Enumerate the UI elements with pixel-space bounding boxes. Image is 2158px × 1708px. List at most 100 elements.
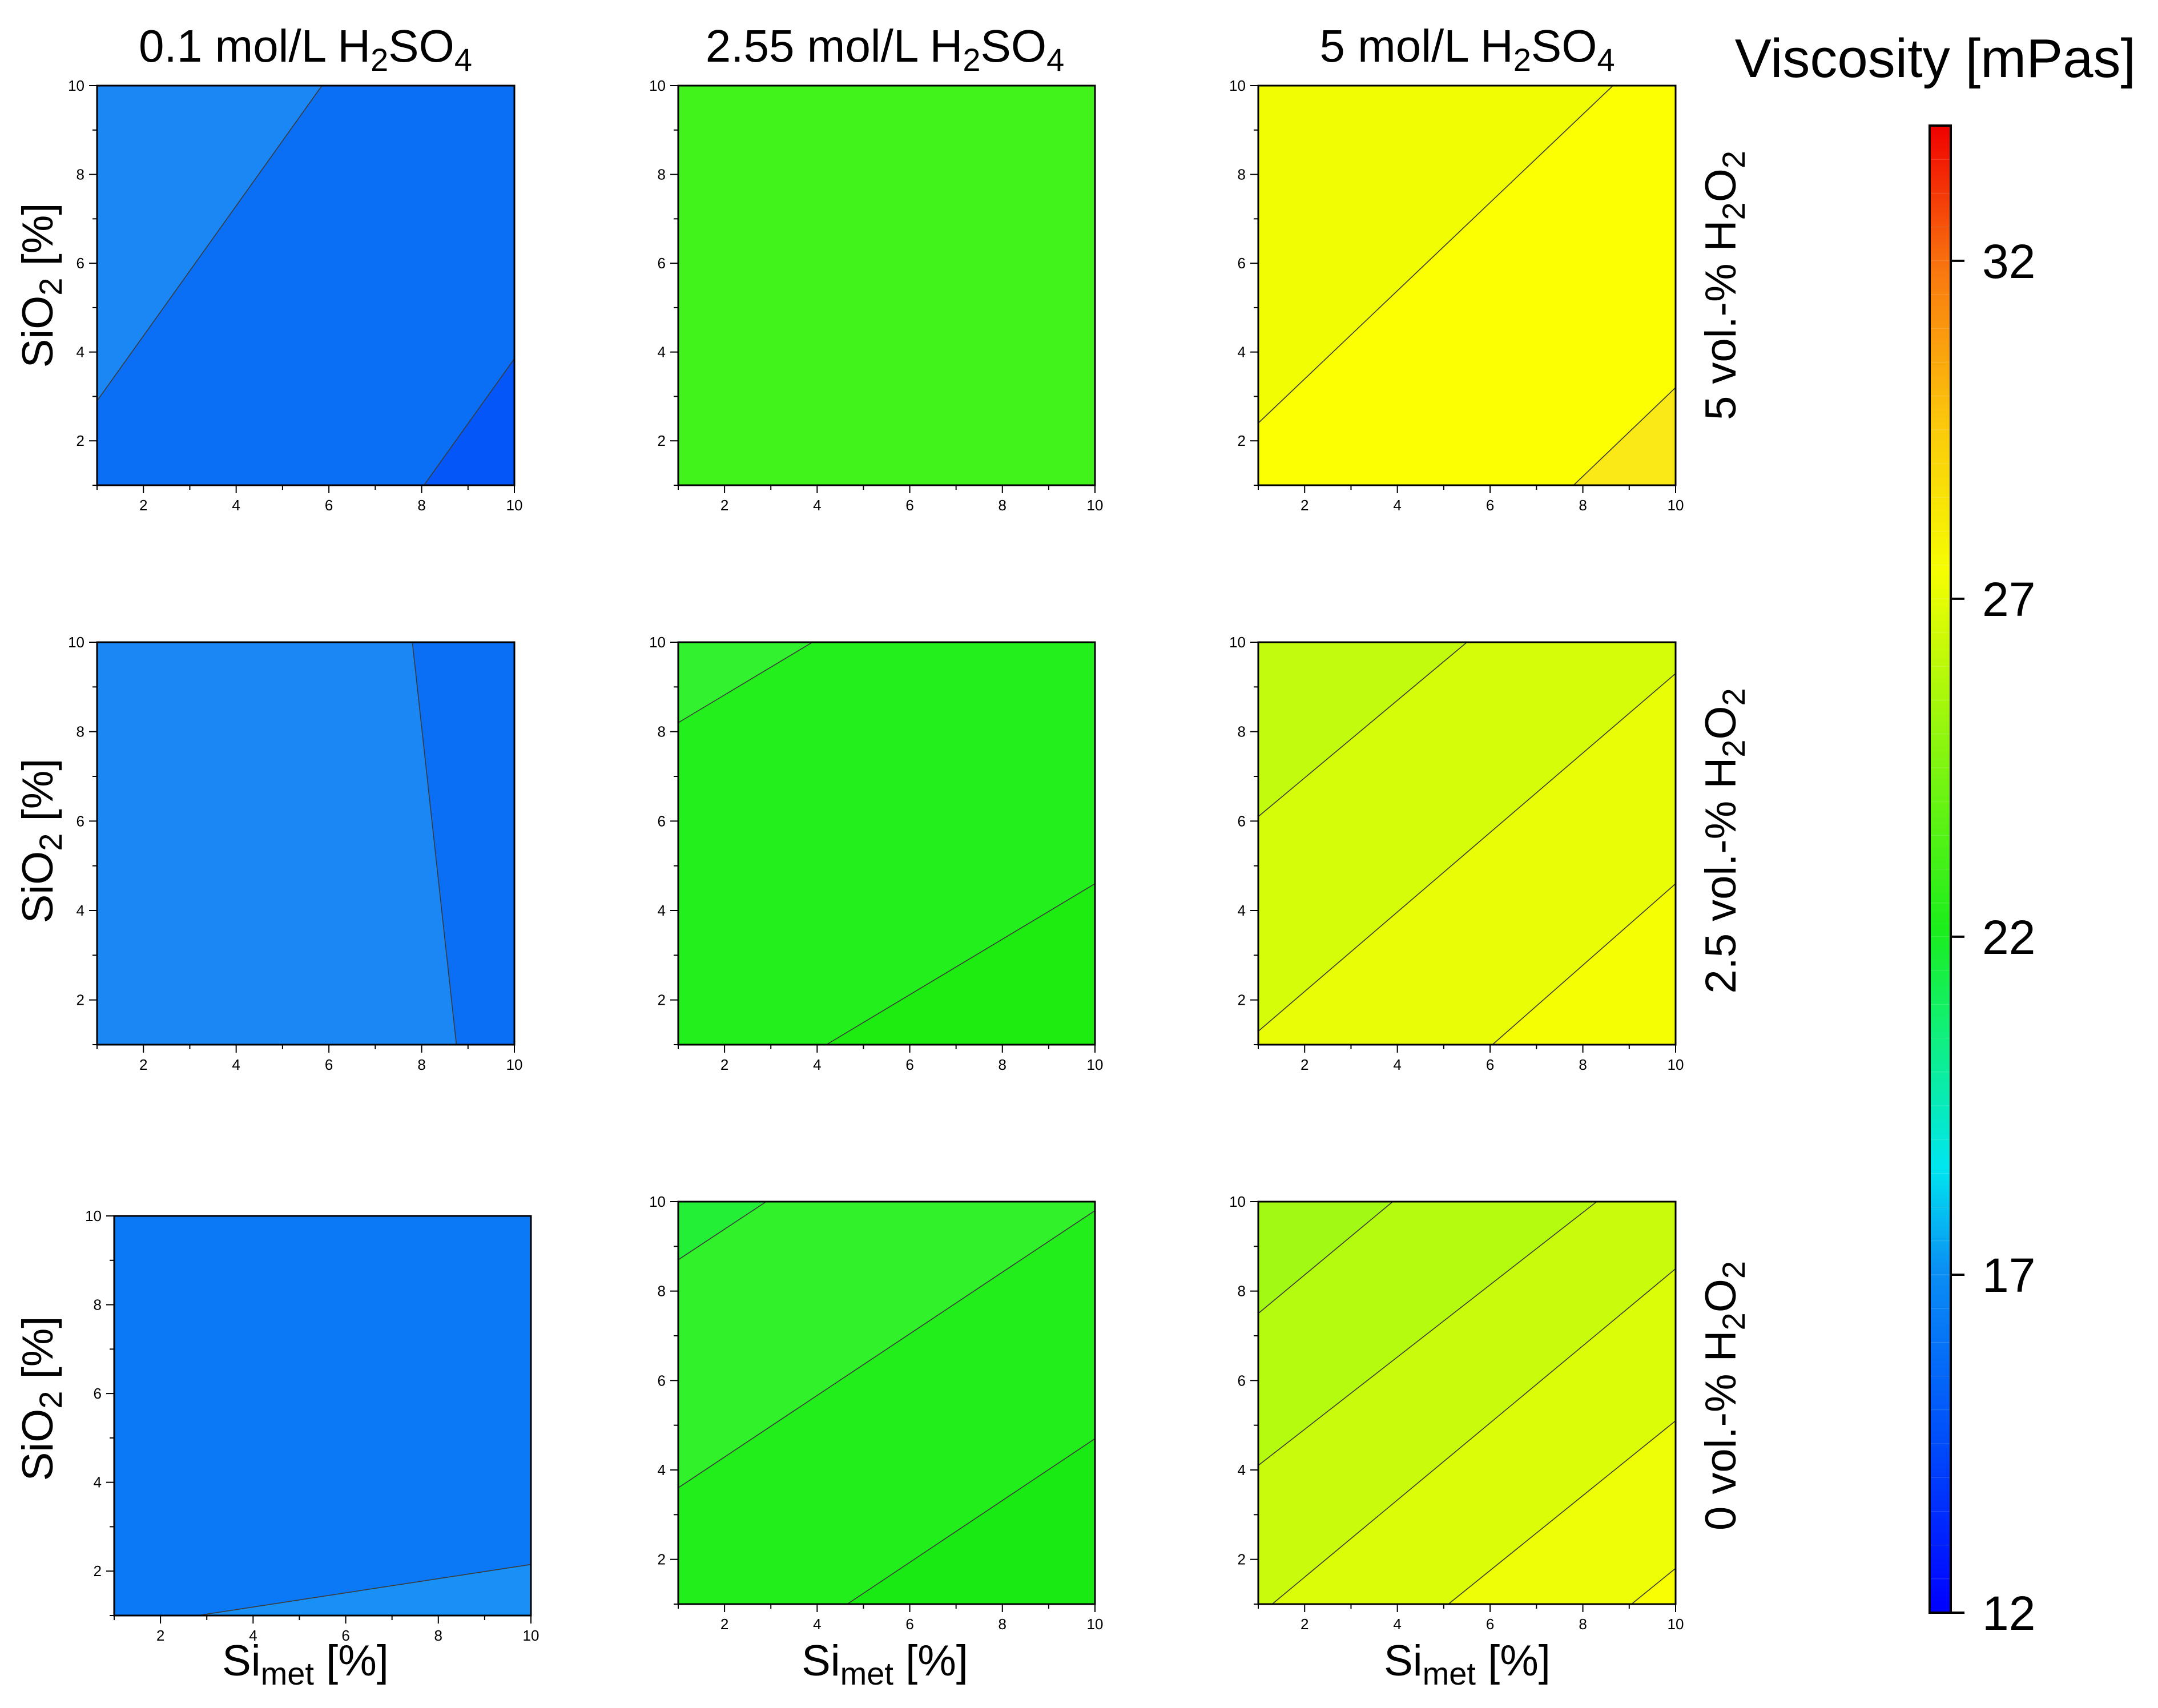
x-tick-label-r3c2-4: 10: [1087, 1616, 1104, 1633]
x-tick-label-r1c3-0: 2: [1301, 497, 1309, 514]
contour-line-r2c1-0: [412, 642, 457, 1045]
x-tick-label-r1c1-4: 10: [506, 497, 523, 514]
x-tick-label-r2c1-3: 8: [417, 1056, 425, 1073]
x-tick-label-r1c1-0: 2: [139, 497, 147, 514]
panel-frame-r2c2: [677, 641, 1096, 1046]
x-tick-label-r1c2-3: 8: [999, 497, 1006, 514]
x-tick-label-r2c1-2: 6: [325, 1056, 333, 1073]
panel-r3c1: 2 4 6 8 10 2 4 6 8 10: [85, 1207, 539, 1644]
y-tick-label-r2c3-0: 2: [1238, 992, 1246, 1009]
x-tick-label-r2c1-0: 2: [139, 1056, 147, 1073]
panel-r2c3: 2 4 6 8 10 2 4 6 8 10: [1229, 634, 1684, 1073]
contour-region-r3c1-0: [114, 1215, 532, 1616]
panel-frame-r3c1: [113, 1215, 532, 1617]
y-tick-label-r2c1-1: 4: [77, 902, 84, 919]
x-tick-label-r3c1-1: 4: [249, 1627, 257, 1644]
y-axis-label-row-1: SiO2 [%]: [14, 203, 69, 368]
y-tick-label-r1c3-0: 2: [1238, 432, 1246, 449]
y-tick-label-r2c1-2: 6: [77, 812, 84, 829]
x-tick-label-r3c1-3: 8: [434, 1627, 442, 1644]
y-tick-label-r2c3-3: 8: [1238, 723, 1246, 740]
y-tick-label-r1c2-4: 10: [649, 77, 666, 94]
x-tick-label-r1c1-3: 8: [417, 497, 425, 514]
contour-line-r3c2-0: [678, 1201, 767, 1260]
y-tick-label-r2c2-1: 4: [658, 902, 666, 919]
x-tick-label-r2c3-0: 2: [1301, 1056, 1309, 1073]
x-tick-label-r3c3-4: 10: [1668, 1616, 1684, 1633]
colorbar-bands: [1930, 159, 1951, 1580]
y-tick-label-r3c2-1: 4: [658, 1461, 666, 1479]
y-tick-label-r3c2-3: 8: [658, 1283, 666, 1300]
y-tick-label-r3c3-3: 8: [1238, 1283, 1246, 1300]
colorbar-tick-label-0: 12: [1982, 1586, 2035, 1640]
y-tick-label-r3c3-1: 4: [1238, 1461, 1246, 1479]
y-tick-label-r2c2-2: 6: [658, 812, 666, 829]
y-tick-label-r1c3-2: 6: [1238, 255, 1246, 272]
x-tick-label-r1c2-1: 4: [813, 497, 821, 514]
colorbar-tick-label-4: 32: [1982, 235, 2035, 288]
panel-r2c2: 2 4 6 8 10 2 4 6 8 10: [649, 634, 1103, 1073]
colorbar-gradient: [1930, 126, 1951, 1613]
y-tick-label-r2c1-3: 8: [77, 723, 84, 740]
x-tick-label-r3c2-3: 8: [999, 1616, 1006, 1633]
contour-line-r3c3-4: [1631, 1568, 1676, 1605]
panel-frame-r1c1: [96, 84, 516, 486]
contour-region-r2c1-0: [96, 642, 457, 1045]
y-tick-label-r1c1-0: 2: [77, 432, 84, 449]
y-tick-label-r3c1-3: 8: [94, 1296, 102, 1314]
x-tick-label-r2c1-1: 4: [232, 1056, 240, 1073]
y-tick-label-r1c2-2: 6: [658, 255, 666, 272]
y-tick-label-r2c2-4: 10: [649, 634, 666, 651]
x-tick-label-r2c2-0: 2: [720, 1056, 728, 1073]
row-label-2: 2.5 vol.-% H2O2: [1697, 688, 1752, 993]
colorbar-tick-label-2: 22: [1982, 911, 2035, 964]
panel-r3c2: 2 4 6 8 10 2 4 6 8 10: [649, 1193, 1103, 1633]
y-tick-label-r2c1-4: 10: [68, 634, 84, 651]
x-tick-label-r2c2-1: 4: [813, 1056, 821, 1073]
y-tick-label-r3c1-0: 2: [94, 1562, 102, 1580]
panel-frame-r2c1: [96, 641, 516, 1046]
contour-line-r3c3-2: [1271, 1268, 1676, 1605]
panel-r3c3: 2 4 6 8 10 2 4 6 8 10: [1229, 1193, 1684, 1633]
y-tick-label-r3c1-1: 4: [94, 1474, 102, 1491]
row-label-1: 5 vol.-% H2O2: [1697, 151, 1752, 420]
x-tick-label-r3c3-1: 4: [1393, 1616, 1401, 1633]
row-label-3: 0 vol.-% H2O2: [1697, 1261, 1752, 1530]
y-tick-label-r1c1-4: 10: [68, 77, 84, 94]
y-tick-label-r2c3-1: 4: [1238, 902, 1246, 919]
x-axis-label-col-1: Simet [%]: [222, 1637, 389, 1691]
colorbar-ticks: 12 17 22 27 32: [1951, 235, 2035, 1640]
contour-region-r1c2-0: [678, 85, 1096, 486]
x-tick-label-r1c2-4: 10: [1087, 497, 1104, 514]
x-tick-label-r1c1-2: 6: [325, 497, 333, 514]
panel-frame-r3c3: [1257, 1201, 1677, 1605]
colorbar-tick-label-1: 17: [1982, 1248, 2035, 1302]
y-tick-label-r1c3-3: 8: [1238, 166, 1246, 183]
x-tick-label-r3c1-4: 10: [523, 1627, 540, 1644]
colorbar: 12 17 22 27 32: [1928, 124, 2035, 1640]
contour-line-r3c2-2: [847, 1438, 1096, 1605]
x-tick-label-r3c3-3: 8: [1579, 1616, 1587, 1633]
contour-line-r3c2-1: [678, 1210, 1096, 1488]
colorbar-title: Viscosity [mPas]: [1735, 28, 2136, 89]
x-tick-label-r1c1-1: 4: [232, 497, 240, 514]
x-tick-label-r2c3-4: 10: [1668, 1056, 1684, 1073]
y-tick-label-r3c3-4: 10: [1229, 1193, 1246, 1210]
panel-frame-r1c3: [1257, 84, 1677, 486]
x-tick-label-r1c3-1: 4: [1393, 497, 1401, 514]
y-tick-label-r1c3-4: 10: [1229, 77, 1246, 94]
x-tick-label-r3c1-2: 6: [341, 1627, 349, 1644]
x-tick-label-r2c3-1: 4: [1393, 1056, 1401, 1073]
panel-r1c3: 2 4 6 8 10 2 4 6 8 10: [1229, 77, 1684, 514]
y-tick-label-r1c2-3: 8: [658, 166, 666, 183]
panel-r1c2: 2 4 6 8 10 2 4 6 8 10: [649, 77, 1103, 514]
y-axis-label-row-3: SiO2 [%]: [14, 1316, 69, 1481]
contour-panels: 2 4 6 8 10 2 4 6 8 10 2 4 6 8 10 2 4 6 8 10 2 4 6 8 10 2 4 6 8 10 2 4 6 8…: [68, 77, 1684, 1644]
x-tick-label-r3c3-2: 6: [1486, 1616, 1494, 1633]
colorbar-tick-label-3: 27: [1982, 573, 2035, 626]
y-tick-label-r2c2-0: 2: [658, 992, 666, 1009]
x-tick-label-r2c2-2: 6: [905, 1056, 913, 1073]
colorbar-frame: [1928, 124, 1952, 1614]
x-tick-label-r2c3-2: 6: [1486, 1056, 1494, 1073]
